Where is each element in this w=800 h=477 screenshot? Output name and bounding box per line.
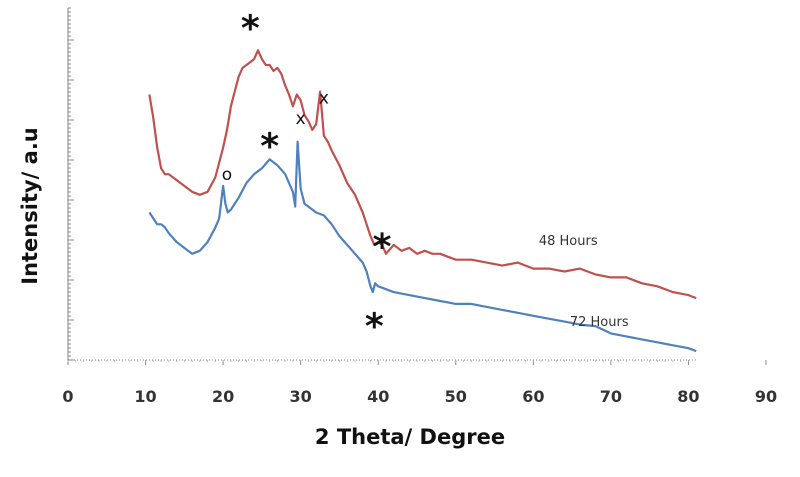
peak-marker-symbol: o xyxy=(222,165,232,185)
peak-marker-symbol: x xyxy=(319,88,329,108)
x-tick-label: 80 xyxy=(677,387,699,406)
x-axis-title: 2 Theta/ Degree xyxy=(315,425,505,449)
peak-marker-star: * xyxy=(365,307,384,348)
peak-marker-star: * xyxy=(373,227,392,268)
axes: 0 10 20 30 40 50 60 70 80 90 xyxy=(62,7,777,406)
x-tick-label: 40 xyxy=(367,387,389,406)
series-line-48-hours xyxy=(148,49,697,300)
x-tick-label: 50 xyxy=(445,387,467,406)
x-tick-label: 60 xyxy=(522,387,544,406)
labels-layer: 48 Hours 72 Hours * * * * o xx xyxy=(222,9,629,348)
x-tick-label: 0 xyxy=(62,387,73,406)
peak-marker-star: * xyxy=(241,9,260,50)
x-tick-label: 70 xyxy=(600,387,622,406)
x-tick-label: 20 xyxy=(212,387,234,406)
series-layer xyxy=(148,49,697,353)
series-label: 72 Hours xyxy=(570,315,629,330)
x-tick-label: 10 xyxy=(134,387,156,406)
peak-marker-symbol: x xyxy=(296,109,306,129)
series-line-72-hours xyxy=(148,140,697,353)
series-label: 48 Hours xyxy=(539,234,598,249)
y-axis-title: Intensity/ a.u xyxy=(18,127,42,285)
x-tick-label: 90 xyxy=(755,387,777,406)
x-tick-label: 30 xyxy=(290,387,312,406)
peak-marker-star: * xyxy=(260,127,279,168)
